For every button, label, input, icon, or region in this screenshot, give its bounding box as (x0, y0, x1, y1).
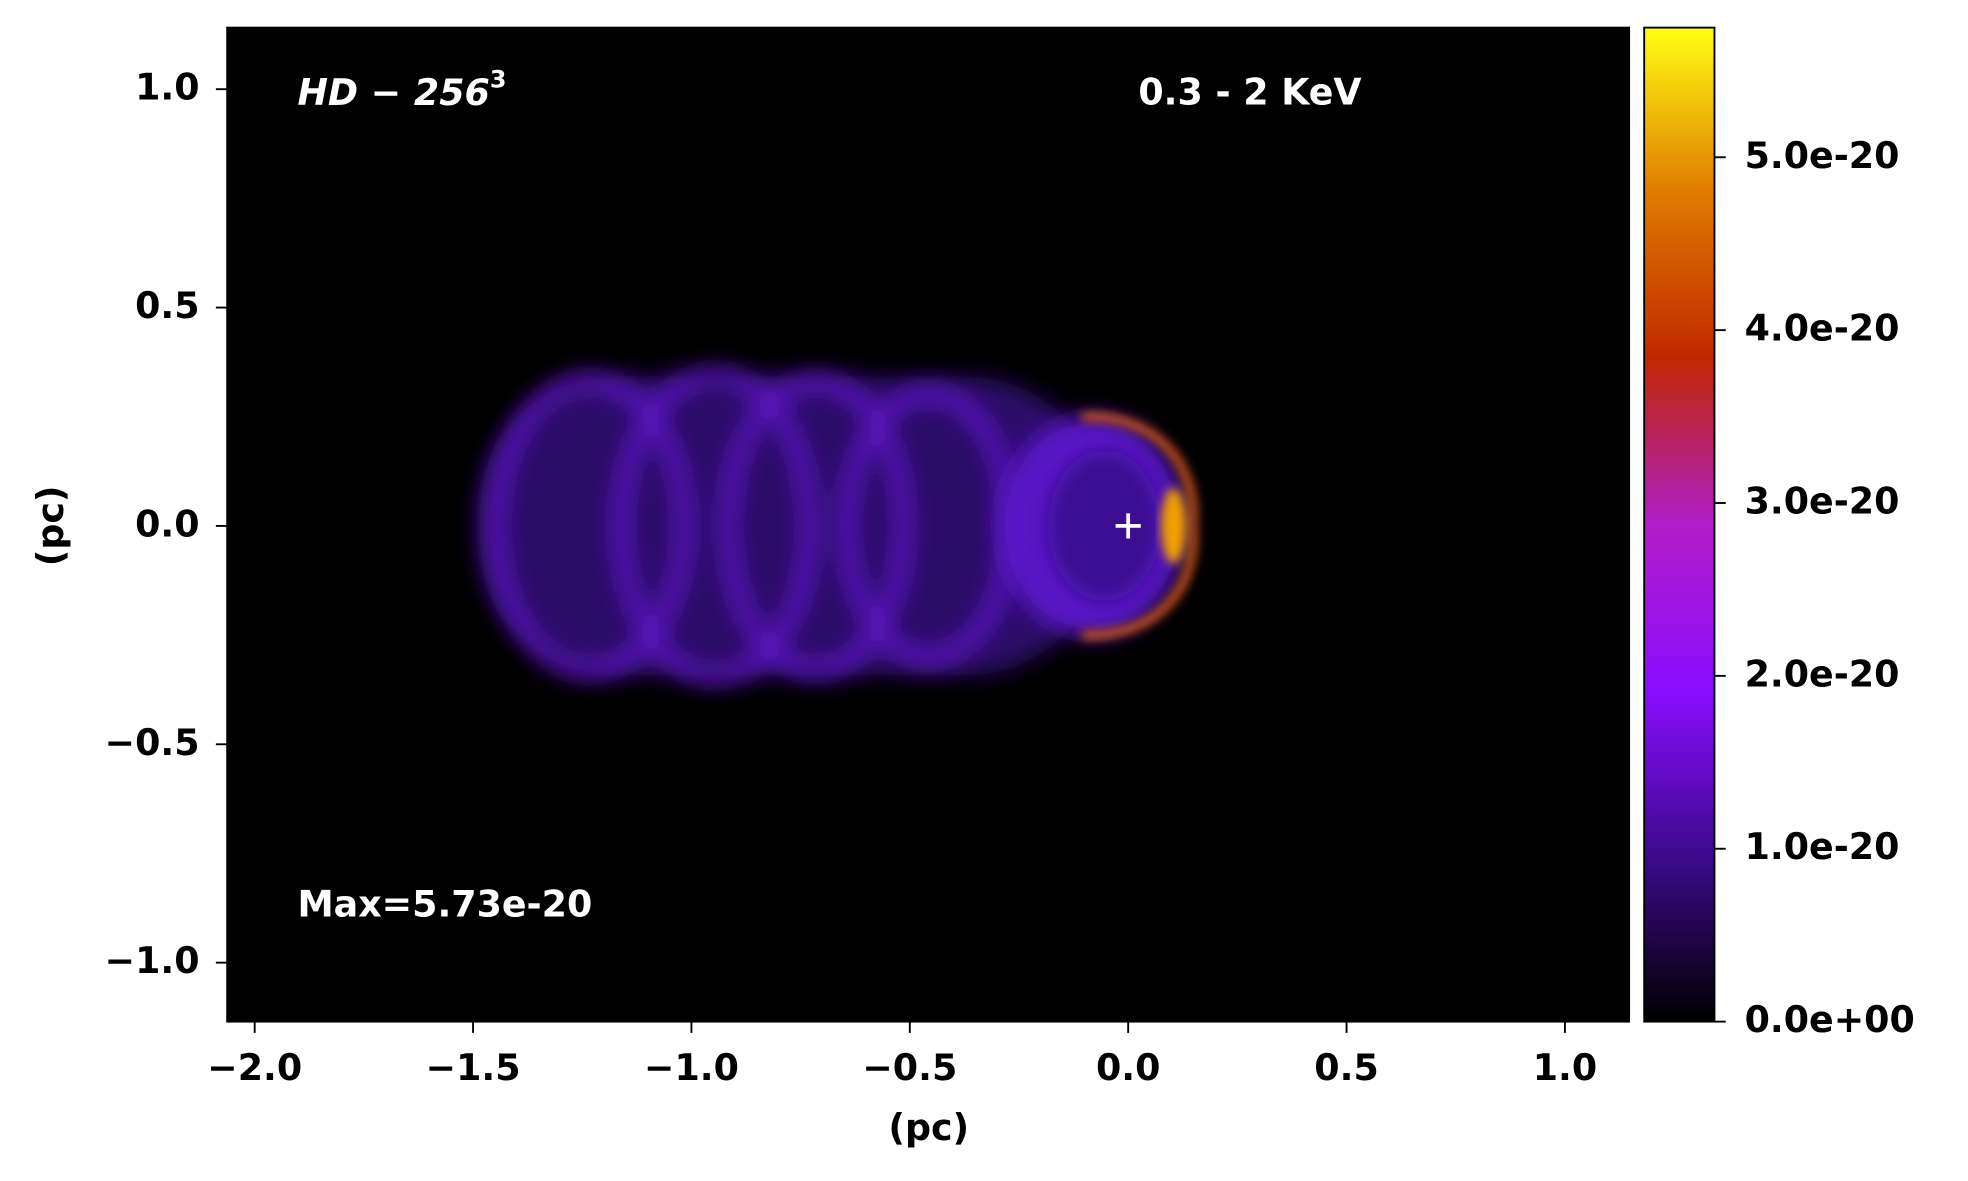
x-axis-label: (pc) (888, 1106, 969, 1149)
colorbar-tick-label: 1.0e-20 (1745, 825, 1900, 868)
x-tick-label: −2.0 (207, 1046, 302, 1089)
center-marker (1115, 513, 1141, 539)
x-tick-label: 0.0 (1096, 1046, 1160, 1089)
run-label-sup: 3 (490, 65, 507, 93)
run-label: HD − 2563 (297, 65, 506, 114)
x-tick-label: 1.0 (1533, 1046, 1597, 1089)
plume-core (1048, 450, 1161, 602)
bow-shock (1081, 412, 1197, 639)
y-axis-label: (pc) (29, 485, 72, 566)
y-tick-label: 0.0 (135, 502, 199, 545)
y-tick-label: 0.5 (135, 284, 199, 327)
run-label-text: HD − 256 (297, 71, 489, 114)
bow-shock-apex (1160, 488, 1187, 564)
colorbar-tick-label: 3.0e-20 (1745, 480, 1900, 523)
x-tick-label: −1.0 (644, 1046, 739, 1089)
axes-frame (226, 26, 1631, 1023)
emission-map (476, 366, 1197, 686)
x-tick-label: −1.5 (426, 1046, 521, 1089)
colorbar-tick-label: 4.0e-20 (1745, 307, 1900, 350)
colorbar-tick-label: 2.0e-20 (1745, 652, 1900, 695)
y-tick-label: −1.0 (105, 939, 200, 982)
band-label: 0.3 - 2 KeV (1138, 71, 1361, 114)
x-tick-label: 0.5 (1314, 1046, 1378, 1089)
colorbar (1643, 26, 1716, 1023)
colorbar-tick-label: 0.0e+00 (1745, 998, 1915, 1041)
y-tick-label: 1.0 (135, 66, 199, 109)
max-label: Max=5.73e-20 (297, 883, 592, 926)
colorbar-tick-label: 5.0e-20 (1745, 134, 1900, 177)
x-tick-label: −0.5 (862, 1046, 957, 1089)
y-tick-label: −0.5 (105, 721, 200, 764)
